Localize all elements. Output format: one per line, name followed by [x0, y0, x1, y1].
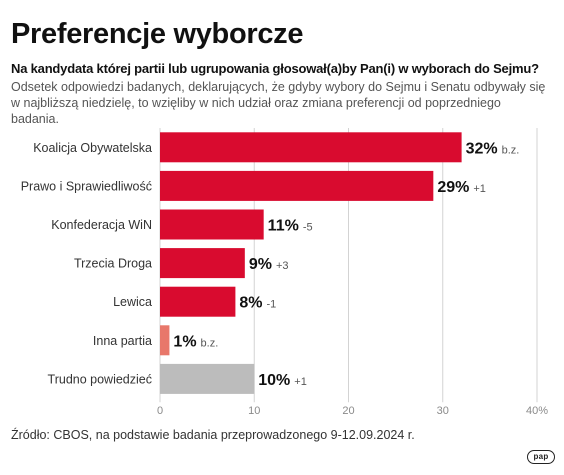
- bar: [160, 170, 434, 201]
- change-label: b.z.: [502, 144, 520, 156]
- source-note: Źródło: CBOS, na podstawie badania przep…: [11, 428, 415, 442]
- x-tick-label: 40%: [526, 405, 548, 417]
- value-label: 10% +1: [258, 372, 307, 389]
- value-percent: 29%: [437, 179, 469, 196]
- bar: [160, 248, 245, 279]
- x-tick-label: 30: [437, 405, 449, 417]
- x-tick-label: 0: [157, 405, 163, 417]
- chart-title: Preferencje wyborcze: [11, 18, 304, 50]
- change-label: +1: [473, 183, 486, 195]
- change-label: -1: [267, 299, 277, 311]
- value-label: 32% b.z.: [466, 140, 520, 157]
- x-tick-label: 10: [248, 405, 260, 417]
- category-label: Koalicja Obywatelska: [33, 141, 152, 155]
- value-percent: 11%: [268, 218, 299, 235]
- value-percent: 1%: [173, 333, 196, 350]
- value-percent: 10%: [258, 372, 290, 389]
- category-label: Konfederacja WiN: [51, 218, 152, 232]
- value-label: 1% b.z.: [173, 333, 218, 350]
- category-label: Inna partia: [93, 334, 152, 348]
- bar: [160, 286, 236, 317]
- category-label: Trzecia Droga: [74, 257, 152, 271]
- bar: [160, 209, 264, 240]
- value-label: 29% +1: [437, 179, 486, 196]
- description-line-1: Odsetek odpowiedzi badanych, deklarujący…: [11, 80, 546, 94]
- category-label: Prawo i Sprawiedliwość: [21, 179, 152, 193]
- bar: [160, 363, 255, 394]
- chart-description: Odsetek odpowiedzi badanych, deklarujący…: [11, 79, 551, 127]
- pap-logo: pap: [527, 450, 555, 464]
- chart-question: Na kandydata której partii lub ugrupowan…: [11, 61, 539, 76]
- change-label: -5: [303, 222, 313, 234]
- category-label: Trudno powiedzieć: [48, 372, 152, 386]
- value-percent: 8%: [239, 295, 262, 312]
- value-percent: 32%: [466, 140, 498, 157]
- value-percent: 9%: [249, 256, 272, 273]
- change-label: +1: [294, 376, 307, 388]
- value-label: 9% +3: [249, 256, 289, 273]
- change-label: b.z.: [201, 337, 219, 349]
- description-line-2: w najbliższą niedzielę, to wzięliby w ni…: [11, 96, 501, 126]
- x-tick-label: 20: [342, 405, 354, 417]
- value-label: 8% -1: [239, 295, 276, 312]
- category-label: Lewica: [113, 295, 152, 309]
- change-label: +3: [276, 260, 289, 272]
- bar: [160, 132, 462, 163]
- bar: [160, 325, 170, 356]
- value-label: 11% -5: [268, 218, 313, 235]
